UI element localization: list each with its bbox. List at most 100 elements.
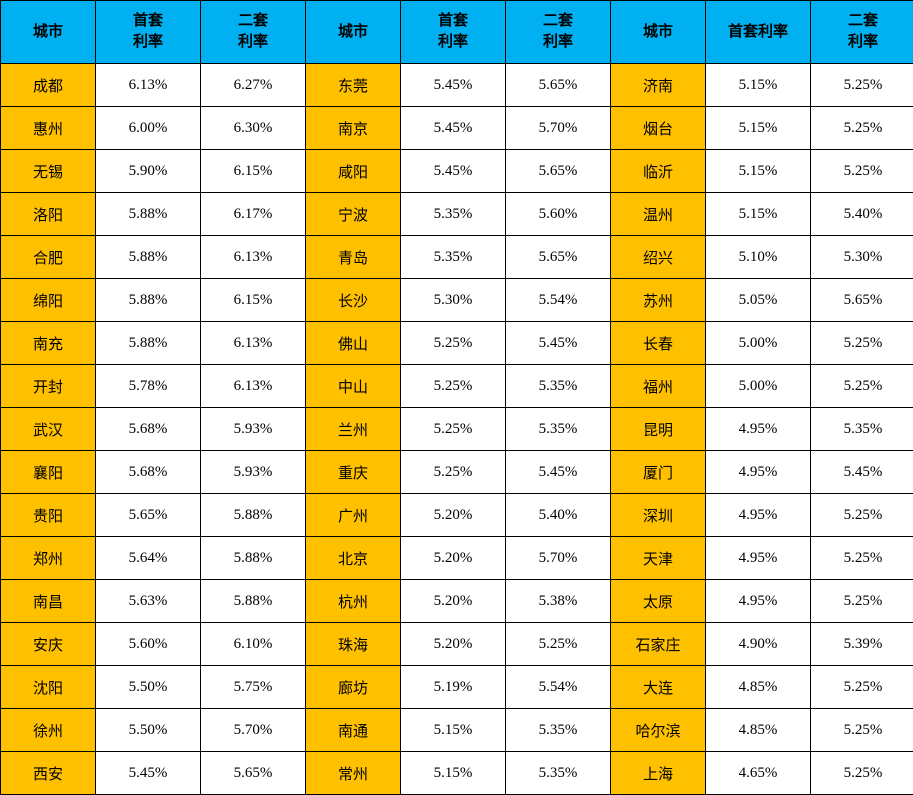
second-rate-cell: 6.10% — [201, 623, 306, 666]
header-first-rate-3: 首套利率 — [706, 1, 811, 64]
second-rate-cell: 5.25% — [811, 150, 913, 193]
first-rate-cell: 5.00% — [706, 365, 811, 408]
second-rate-cell: 5.65% — [506, 236, 611, 279]
table-row: 成都6.13%6.27%东莞5.45%5.65%济南5.15%5.25% — [1, 64, 913, 107]
first-rate-cell: 5.15% — [401, 709, 506, 752]
city-cell: 温州 — [611, 193, 706, 236]
city-cell: 咸阳 — [306, 150, 401, 193]
first-rate-cell: 5.50% — [96, 709, 201, 752]
second-rate-cell: 5.88% — [201, 537, 306, 580]
second-rate-cell: 5.70% — [506, 107, 611, 150]
second-rate-cell: 5.93% — [201, 451, 306, 494]
city-cell: 长沙 — [306, 279, 401, 322]
first-rate-cell: 5.45% — [401, 150, 506, 193]
first-rate-cell: 5.88% — [96, 236, 201, 279]
second-rate-cell: 5.25% — [811, 752, 913, 795]
city-cell: 南充 — [1, 322, 96, 365]
first-rate-cell: 5.90% — [96, 150, 201, 193]
second-rate-cell: 6.15% — [201, 279, 306, 322]
city-cell: 珠海 — [306, 623, 401, 666]
city-cell: 绍兴 — [611, 236, 706, 279]
second-rate-cell: 5.35% — [506, 709, 611, 752]
city-cell: 烟台 — [611, 107, 706, 150]
second-rate-cell: 5.35% — [811, 408, 913, 451]
city-cell: 兰州 — [306, 408, 401, 451]
city-cell: 广州 — [306, 494, 401, 537]
table-row: 徐州5.50%5.70%南通5.15%5.35%哈尔滨4.85%5.25% — [1, 709, 913, 752]
city-cell: 沈阳 — [1, 666, 96, 709]
city-cell: 上海 — [611, 752, 706, 795]
table-row: 南充5.88%6.13%佛山5.25%5.45%长春5.00%5.25% — [1, 322, 913, 365]
first-rate-cell: 4.85% — [706, 666, 811, 709]
city-cell: 绵阳 — [1, 279, 96, 322]
city-cell: 苏州 — [611, 279, 706, 322]
first-rate-cell: 4.95% — [706, 451, 811, 494]
second-rate-cell: 5.35% — [506, 408, 611, 451]
table-row: 西安5.45%5.65%常州5.15%5.35%上海4.65%5.25% — [1, 752, 913, 795]
city-cell: 大连 — [611, 666, 706, 709]
second-rate-cell: 5.70% — [201, 709, 306, 752]
second-rate-cell: 5.93% — [201, 408, 306, 451]
table-row: 武汉5.68%5.93%兰州5.25%5.35%昆明4.95%5.35% — [1, 408, 913, 451]
city-cell: 济南 — [611, 64, 706, 107]
first-rate-cell: 5.65% — [96, 494, 201, 537]
header-row: 城市 首套利率 二套利率 城市 首套利率 二套利率 城市 首套利率 二套利率 — [1, 1, 913, 64]
second-rate-cell: 5.65% — [201, 752, 306, 795]
first-rate-cell: 4.85% — [706, 709, 811, 752]
second-rate-cell: 5.45% — [506, 451, 611, 494]
first-rate-cell: 5.20% — [401, 580, 506, 623]
first-rate-cell: 5.88% — [96, 279, 201, 322]
table-row: 沈阳5.50%5.75%廊坊5.19%5.54%大连4.85%5.25% — [1, 666, 913, 709]
second-rate-cell: 6.27% — [201, 64, 306, 107]
city-cell: 天津 — [611, 537, 706, 580]
first-rate-cell: 6.00% — [96, 107, 201, 150]
header-first-rate-2: 首套利率 — [401, 1, 506, 64]
first-rate-cell: 5.20% — [401, 623, 506, 666]
city-cell: 合肥 — [1, 236, 96, 279]
city-cell: 南通 — [306, 709, 401, 752]
first-rate-cell: 4.95% — [706, 580, 811, 623]
first-rate-cell: 5.25% — [401, 451, 506, 494]
city-cell: 无锡 — [1, 150, 96, 193]
second-rate-cell: 5.39% — [811, 623, 913, 666]
header-city-2: 城市 — [306, 1, 401, 64]
rates-table: 城市 首套利率 二套利率 城市 首套利率 二套利率 城市 首套利率 二套利率 成… — [0, 0, 913, 795]
first-rate-cell: 5.35% — [401, 193, 506, 236]
second-rate-cell: 6.13% — [201, 322, 306, 365]
first-rate-cell: 5.05% — [706, 279, 811, 322]
second-rate-cell: 5.45% — [506, 322, 611, 365]
first-rate-cell: 4.65% — [706, 752, 811, 795]
first-rate-cell: 5.20% — [401, 537, 506, 580]
table-row: 合肥5.88%6.13%青岛5.35%5.65%绍兴5.10%5.30% — [1, 236, 913, 279]
city-cell: 昆明 — [611, 408, 706, 451]
second-rate-cell: 5.40% — [811, 193, 913, 236]
second-rate-cell: 5.35% — [506, 752, 611, 795]
city-cell: 武汉 — [1, 408, 96, 451]
city-cell: 临沂 — [611, 150, 706, 193]
city-cell: 郑州 — [1, 537, 96, 580]
second-rate-cell: 5.45% — [811, 451, 913, 494]
city-cell: 佛山 — [306, 322, 401, 365]
first-rate-cell: 5.15% — [401, 752, 506, 795]
first-rate-cell: 5.15% — [706, 193, 811, 236]
city-cell: 深圳 — [611, 494, 706, 537]
second-rate-cell: 5.54% — [506, 666, 611, 709]
city-cell: 徐州 — [1, 709, 96, 752]
header-city-3: 城市 — [611, 1, 706, 64]
city-cell: 厦门 — [611, 451, 706, 494]
second-rate-cell: 5.88% — [201, 580, 306, 623]
second-rate-cell: 5.25% — [811, 322, 913, 365]
city-cell: 中山 — [306, 365, 401, 408]
city-cell: 贵阳 — [1, 494, 96, 537]
city-cell: 惠州 — [1, 107, 96, 150]
second-rate-cell: 6.15% — [201, 150, 306, 193]
first-rate-cell: 5.63% — [96, 580, 201, 623]
city-cell: 廊坊 — [306, 666, 401, 709]
second-rate-cell: 5.38% — [506, 580, 611, 623]
table-row: 惠州6.00%6.30%南京5.45%5.70%烟台5.15%5.25% — [1, 107, 913, 150]
first-rate-cell: 5.15% — [706, 107, 811, 150]
table-row: 南昌5.63%5.88%杭州5.20%5.38%太原4.95%5.25% — [1, 580, 913, 623]
city-cell: 襄阳 — [1, 451, 96, 494]
second-rate-cell: 5.25% — [811, 537, 913, 580]
city-cell: 青岛 — [306, 236, 401, 279]
